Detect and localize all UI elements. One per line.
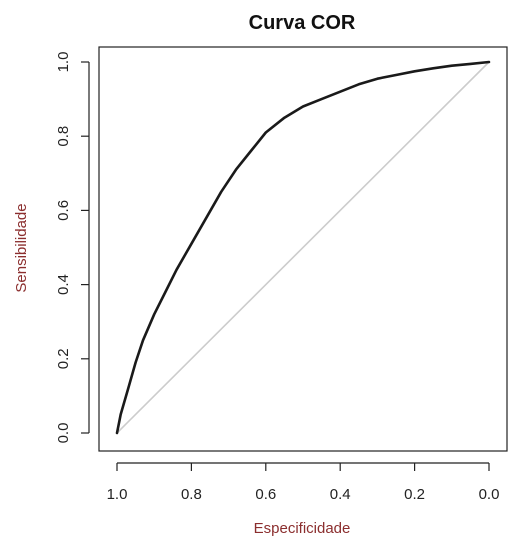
roc-curve-line [115, 60, 491, 435]
y-tick-label: 0.8 [55, 126, 72, 147]
x-axis-label: Especificidade [254, 520, 351, 537]
x-tick-label: 0.4 [330, 486, 351, 503]
plot-area: 1.0 0.8 0.6 0.4 0.2 0.0 0.0 0.2 0.4 0.6 0.8 1.0 [55, 46, 508, 503]
y-axis: 0.0 0.2 0.4 0.6 0.8 1.0 [55, 52, 90, 444]
x-tick-label: 0.0 [479, 486, 500, 503]
x-axis: 1.0 0.8 0.6 0.4 0.2 0.0 [107, 462, 500, 503]
y-tick-label: 0.2 [55, 348, 72, 369]
y-tick-label: 0.6 [55, 200, 72, 221]
chart-title: Curva COR [249, 12, 356, 34]
plot-frame [98, 46, 508, 452]
x-tick-label: 0.6 [255, 486, 276, 503]
y-tick-label: 0.4 [55, 274, 72, 295]
reference-diagonal-line [116, 61, 490, 434]
x-tick-label: 1.0 [107, 486, 128, 503]
x-tick-label: 0.2 [404, 486, 425, 503]
y-axis-label: Sensibilidade [13, 203, 30, 292]
x-tick-label: 0.8 [181, 486, 202, 503]
y-tick-label: 0.0 [55, 423, 72, 444]
y-tick-label: 1.0 [55, 52, 72, 73]
series-layer [115, 60, 491, 435]
